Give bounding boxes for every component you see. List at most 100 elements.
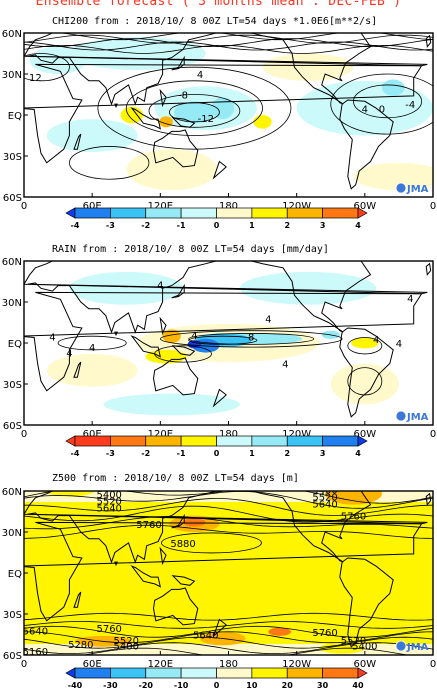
continent-outline [171,283,185,299]
legend-swatch [74,667,111,679]
legend-tick-label: 3 [320,221,326,230]
y-tick-label: 30N [2,528,22,539]
contour-label: 4 [407,294,413,305]
z500-coastlines [24,491,432,648]
legend-tick-label: -1 [177,221,186,230]
legend-swatch [286,435,323,447]
rain-anomaly-blob [330,363,399,405]
y-tick-label: 30N [2,70,22,81]
chi200-coastlines [24,33,432,190]
z500-anomaly-blob [42,491,97,497]
rain-panel-title: RAIN from : 2018/10/ 8 00Z LT=54 days [m… [52,244,329,255]
jma-logo: JMA [395,410,429,423]
continent-outline [212,388,227,408]
jma-logo-mark [395,410,407,422]
continent-outline [364,261,390,262]
chi200-anomaly-blob [353,162,433,191]
contour-line [58,33,433,41]
contour-label: 12 [29,73,42,84]
rain-anomaly-blob [239,271,377,305]
contour-line [24,621,433,629]
continent-outline [24,291,423,392]
x-tick-label: 120E [148,429,173,440]
contour-line [24,516,433,530]
contour-label: 4 [157,280,163,291]
contour-label: 5640 [23,627,48,638]
legend-arrow-right [357,207,368,219]
legend-swatch [251,207,288,219]
contour-label: -4 [405,100,415,111]
contour-label: 4 [49,332,55,343]
legend-tick-label: 0 [214,221,220,230]
rain-anomaly-blob [145,349,187,364]
y-tick-label: 60S [3,421,22,432]
y-tick-label: 60S [3,651,22,662]
contour-label: -12 [198,114,214,125]
legend-swatch [322,435,359,447]
y-tick-label: EQ [8,569,22,580]
x-tick-label: 120W [282,429,311,440]
continent-outline [152,129,199,168]
contour-label: 4 [89,343,95,354]
legend-swatch [145,667,182,679]
contour-line [24,498,433,516]
chi200-anomaly-blob [262,53,354,81]
continent-outline [339,557,394,648]
contour-line [159,330,343,348]
continent-outline [425,34,432,48]
z500-anomaly-blob [268,627,291,636]
jma-logo: JMA [395,640,429,653]
contour-line [188,335,258,345]
contour-label: 5760 [96,624,121,635]
legend-tick-label: 20 [282,681,294,689]
legend-arrow-left [65,667,76,679]
rain-anomaly-blob [162,329,181,343]
continent-outline [114,103,118,109]
contour-line [24,491,433,504]
contour-label: 5640 [96,504,121,515]
legend-tick-label: -3 [106,449,115,458]
contour-line [69,146,150,180]
legend-swatch [216,207,253,219]
legend-swatch [145,435,182,447]
contour-label: 8 [248,332,254,343]
x-tick-label: 60W [354,659,377,670]
contour-line [148,94,241,128]
z500-map-area: 5400552056405760588054005520564057605640… [23,491,433,655]
legend-arrow-right [357,667,368,679]
continent-outline [171,345,196,356]
chi200-contours [24,33,433,180]
continent-outline [212,160,227,180]
legend-swatch [322,207,359,219]
continent-outline [130,107,162,130]
contour-label: 5640 [312,499,337,510]
rain-coastlines [24,261,432,418]
legend-swatch [110,667,147,679]
jma-logo-text: JMA [406,184,429,195]
contour-line [24,625,433,638]
chi200-anomaly-blob [46,119,138,152]
chi200-anomaly-blob [173,101,215,124]
y-tick-label: 30S [3,380,22,391]
legend-swatch [110,207,147,219]
x-tick-label: 0 [21,429,27,440]
z500-panel: 5400552056405760588054005520564057605640… [2,487,436,689]
legend-tick-label: -20 [139,681,154,689]
y-tick-label: EQ [8,339,22,350]
contour-line [24,505,433,523]
y-tick-label: 30S [3,610,22,621]
x-tick-label: 60E [83,429,102,440]
continent-outline [114,561,118,567]
continent-outline [250,491,372,563]
y-tick-label: 30N [2,298,22,309]
contour-line [24,41,433,51]
chi200-legend: -4 -3 -2 -1 0 1 2 3 4 [65,207,368,230]
legend-tick-label: -4 [71,449,80,458]
continent-outline [24,521,423,622]
contour-line [24,631,433,644]
legend-swatch [180,435,217,447]
legend-tick-label: 10 [246,681,258,689]
